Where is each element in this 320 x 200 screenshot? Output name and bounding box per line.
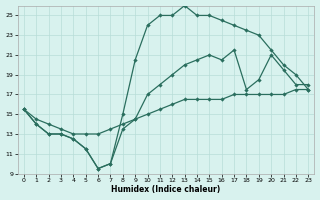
X-axis label: Humidex (Indice chaleur): Humidex (Indice chaleur) [111,185,221,194]
